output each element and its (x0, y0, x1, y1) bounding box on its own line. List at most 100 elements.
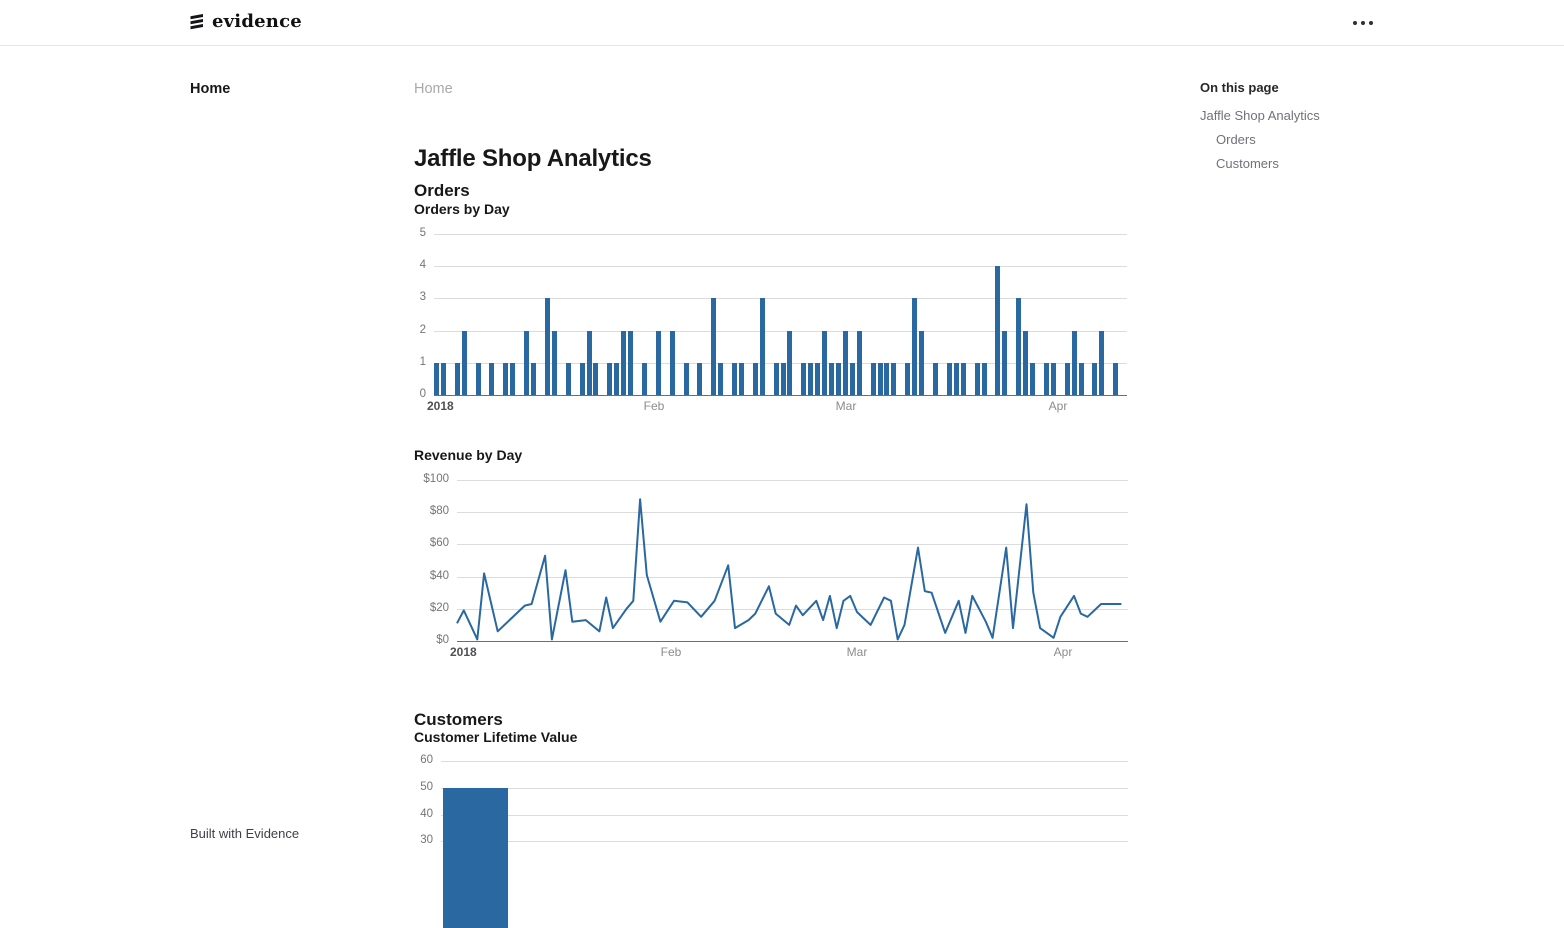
bar (655, 330, 661, 395)
bar (870, 362, 876, 395)
bar (815, 362, 821, 395)
x-tick-label: Feb (643, 399, 665, 413)
y-tick-label: 4 (419, 259, 426, 272)
bar (510, 362, 516, 395)
bar (1113, 362, 1119, 395)
bar (835, 362, 841, 395)
gridline (441, 761, 1128, 762)
bar (891, 362, 897, 395)
bar (607, 362, 613, 395)
bar (579, 362, 585, 395)
bar (933, 362, 938, 395)
customer-lifetime-value-chart: 60 50 40 30 (420, 754, 1128, 928)
x-tick-label: Apr (1053, 645, 1073, 659)
chart-title-revenue-by-day: Revenue by Day (414, 447, 523, 463)
bar (829, 362, 834, 395)
bar (531, 362, 536, 395)
bar (524, 330, 530, 395)
bar (586, 330, 592, 395)
bar (995, 266, 1001, 395)
x-tick-label: Apr (1048, 399, 1068, 413)
revenue-line-series (456, 498, 1122, 641)
bar (1050, 362, 1056, 395)
bar (905, 362, 911, 395)
orders-by-day-chart: 0 1 2 3 4 5 2018 Feb Mar Apr (420, 227, 1127, 413)
bar (1023, 330, 1028, 395)
bar (628, 330, 633, 395)
bar (669, 330, 675, 395)
bar (849, 362, 855, 395)
toc-heading: On this page (1200, 80, 1279, 95)
y-tick-label: $40 (429, 569, 449, 582)
bar (946, 362, 952, 395)
bar (1092, 362, 1098, 395)
bar (1030, 362, 1035, 395)
x-tick-label: Feb (660, 645, 682, 659)
toc-link-jaffle-shop-analytics[interactable]: Jaffle Shop Analytics (1200, 108, 1320, 123)
gridline (434, 330, 1127, 332)
bar (593, 362, 599, 395)
gridline (457, 512, 1128, 514)
sidebar-item-home[interactable]: Home (190, 81, 231, 97)
bar (1064, 362, 1070, 395)
bar (1002, 330, 1008, 395)
toc-link-customers[interactable]: Customers (1216, 156, 1279, 171)
y-tick-label: 0 (419, 388, 426, 400)
bar (440, 362, 446, 395)
x-axis-line (457, 641, 1128, 642)
gridline (457, 480, 1128, 481)
bar (443, 787, 508, 928)
bar (842, 330, 848, 395)
y-tick-label: 2 (419, 323, 426, 336)
x-tick-label: 2018 (450, 645, 477, 659)
gridline (457, 576, 1128, 578)
bar (565, 362, 571, 395)
bar (780, 362, 786, 395)
y-tick-label: 30 (420, 834, 433, 847)
gridline (441, 841, 1128, 843)
ellipsis-icon (1369, 21, 1373, 25)
evidence-logo-icon (190, 14, 203, 30)
bar (981, 362, 987, 395)
app-header: evidence (0, 0, 1564, 46)
bar (718, 362, 724, 395)
y-tick-label: 5 (419, 227, 426, 239)
bar (752, 362, 758, 395)
bar (787, 330, 793, 395)
bar (960, 362, 966, 395)
bar (1099, 330, 1105, 395)
evidence-logo[interactable]: evidence (189, 11, 302, 32)
gridline (457, 608, 1128, 610)
overflow-menu-button[interactable] (1348, 14, 1378, 32)
y-tick-label: 3 (419, 291, 426, 304)
bar (461, 330, 467, 395)
bar (738, 362, 744, 395)
bar (884, 362, 890, 395)
bar (856, 330, 862, 395)
bar (1016, 298, 1022, 395)
chart-title-orders-by-day: Orders by Day (414, 201, 510, 217)
y-tick-label: 1 (419, 355, 426, 368)
gridline (434, 234, 1127, 235)
ellipsis-icon (1353, 21, 1357, 25)
bar (683, 362, 689, 395)
bar (912, 298, 918, 395)
gridline (457, 544, 1128, 546)
toc-link-orders[interactable]: Orders (1216, 132, 1256, 147)
bar (454, 362, 460, 395)
bar (808, 362, 814, 395)
page-title: Jaffle Shop Analytics (414, 145, 652, 173)
y-tick-label: $80 (429, 505, 449, 518)
section-heading-orders: Orders (414, 181, 470, 201)
bar (621, 330, 627, 395)
bar (1078, 362, 1084, 395)
breadcrumb-home[interactable]: Home (414, 81, 453, 97)
bar (711, 298, 717, 395)
logo-wordmark: evidence (212, 11, 302, 32)
bar (1043, 362, 1049, 395)
y-tick-label: 60 (420, 754, 433, 766)
bar (614, 362, 620, 395)
bar (1071, 330, 1077, 395)
y-tick-label: $100 (423, 473, 449, 485)
x-tick-label: Mar (835, 399, 857, 413)
